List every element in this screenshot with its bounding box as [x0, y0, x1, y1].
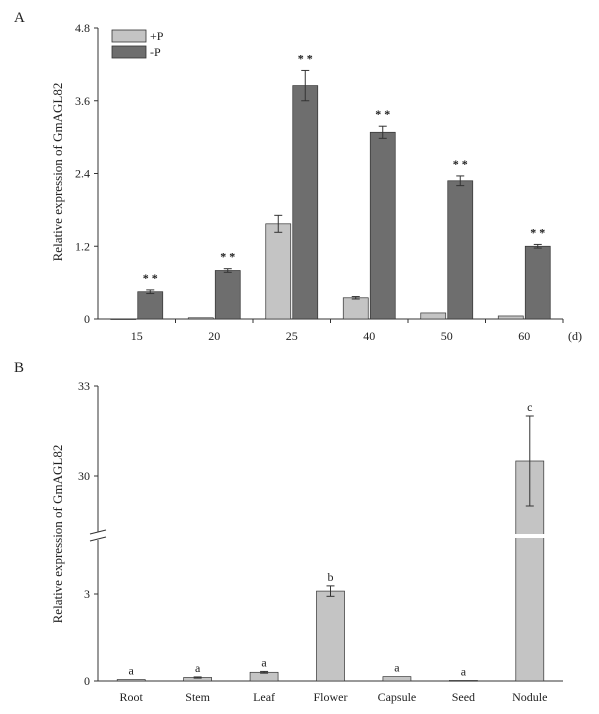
panel-a-error-bar	[146, 289, 155, 295]
panel-a-error-bar	[274, 214, 283, 233]
legend-swatch-minus-p	[111, 45, 147, 59]
panel-a-bar-plus-p	[265, 223, 292, 320]
panel-a-significance-mark: * *	[375, 107, 390, 121]
panel-a-error-bar	[456, 175, 465, 187]
panel-a-y-tick-label: 4.8	[75, 21, 90, 35]
panel-a-bar-minus-p	[214, 270, 241, 320]
panel-a-significance-mark: * *	[143, 271, 158, 285]
panel-a-bar-minus-p	[137, 291, 164, 320]
panel-b-x-tick-label: Root	[120, 690, 144, 704]
panel-b-y-tick-label: 30	[78, 469, 90, 483]
panel-a-bar-minus-p	[447, 180, 474, 320]
panel-b-error-bar	[326, 585, 335, 597]
panel-b-significance-letter: a	[195, 661, 201, 675]
legend-swatch-plus-p	[111, 29, 147, 43]
panel-b-label: B	[14, 360, 24, 376]
panel-a-bar-minus-p	[292, 85, 319, 320]
panel-a-error-bar	[351, 296, 360, 300]
panel-a-error-bar	[301, 69, 310, 102]
panel-b-bar	[316, 590, 345, 682]
panel-a: A Relative expression of GmAGL82 (d) +P …	[14, 10, 582, 343]
panel-b-significance-letter: a	[461, 664, 467, 678]
panel-a-error-bar	[533, 243, 542, 249]
panel-a-bar-plus-p	[187, 317, 214, 320]
panel-b-significance-letter: a	[129, 664, 135, 678]
axis-break-marker	[89, 529, 107, 542]
panel-a-bar-plus-p	[110, 318, 137, 320]
panel-a-label: A	[14, 10, 25, 26]
panel-a-bar-plus-p	[420, 312, 447, 320]
panel-a-bar-plus-p	[497, 315, 524, 320]
panel-b-x-tick-label: Leaf	[253, 690, 275, 704]
panel-a-x-tick-label: 50	[441, 329, 453, 343]
panel-b-bar	[382, 676, 412, 682]
panel-a-y-tick-label: 3.6	[75, 94, 90, 108]
panel-a-x-tick-label: 40	[363, 329, 375, 343]
panel-a-error-bar	[378, 125, 387, 139]
panel-a-x-tick-label: 60	[518, 329, 530, 343]
legend-label-plus-p: +P	[150, 29, 164, 43]
panel-b-significance-letter: b	[328, 570, 334, 584]
panel-b-y-tick-label: 3	[84, 587, 90, 601]
panel-a-bar-minus-p	[524, 245, 551, 320]
panel-b-error-bar	[525, 415, 534, 507]
panel-b-significance-letter: c	[527, 400, 532, 414]
panel-a-significance-mark: * *	[453, 157, 468, 171]
panel-b-x-tick-label: Nodule	[512, 690, 547, 704]
panel-b-y-axis-label: Relative expression of GmAGL82	[50, 445, 65, 624]
panel-b-x-tick-label: Seed	[452, 690, 475, 704]
panel-b-x-tick-label: Stem	[185, 690, 210, 704]
panel-a-x-unit: (d)	[568, 329, 582, 343]
panel-a-bar-minus-p	[369, 131, 396, 320]
panel-b-y-tick-label: 0	[84, 674, 90, 688]
panel-b-significance-letter: a	[394, 661, 400, 675]
panel-a-x-tick-label: 20	[208, 329, 220, 343]
panel-a-bar-plus-p	[342, 297, 369, 320]
panel-b-bar	[449, 680, 478, 682]
panel-a-y-tick-label: 0	[84, 312, 90, 326]
panel-b-error-bar	[260, 670, 269, 674]
panel-a-significance-mark: * *	[298, 51, 313, 65]
panel-b-x-tick-label: Flower	[314, 690, 348, 704]
panel-b: B Relative expression of GmAGL82 0 3 30 33 R…	[14, 360, 563, 704]
panel-a-y-tick-label: 1.2	[75, 239, 90, 253]
panel-b-error-bar	[193, 676, 202, 679]
panel-a-significance-mark: * *	[220, 250, 235, 264]
panel-b-x-tick-label: Capsule	[378, 690, 417, 704]
panel-b-bar	[116, 679, 146, 682]
panel-b-significance-letter: a	[261, 655, 267, 669]
panel-a-y-tick-label: 2.4	[75, 167, 90, 181]
panel-a-y-axis-label: Relative expression of GmAGL82	[50, 83, 65, 262]
panel-b-bar-break-gap	[514, 534, 545, 538]
panel-a-significance-mark: * *	[530, 225, 545, 239]
panel-a-error-bar	[223, 268, 232, 273]
panel-b-y-tick-label: 33	[78, 379, 90, 393]
panel-a-x-tick-label: 25	[286, 329, 298, 343]
panel-a-x-tick-label: 15	[131, 329, 143, 343]
legend-label-minus-p: -P	[150, 45, 161, 59]
